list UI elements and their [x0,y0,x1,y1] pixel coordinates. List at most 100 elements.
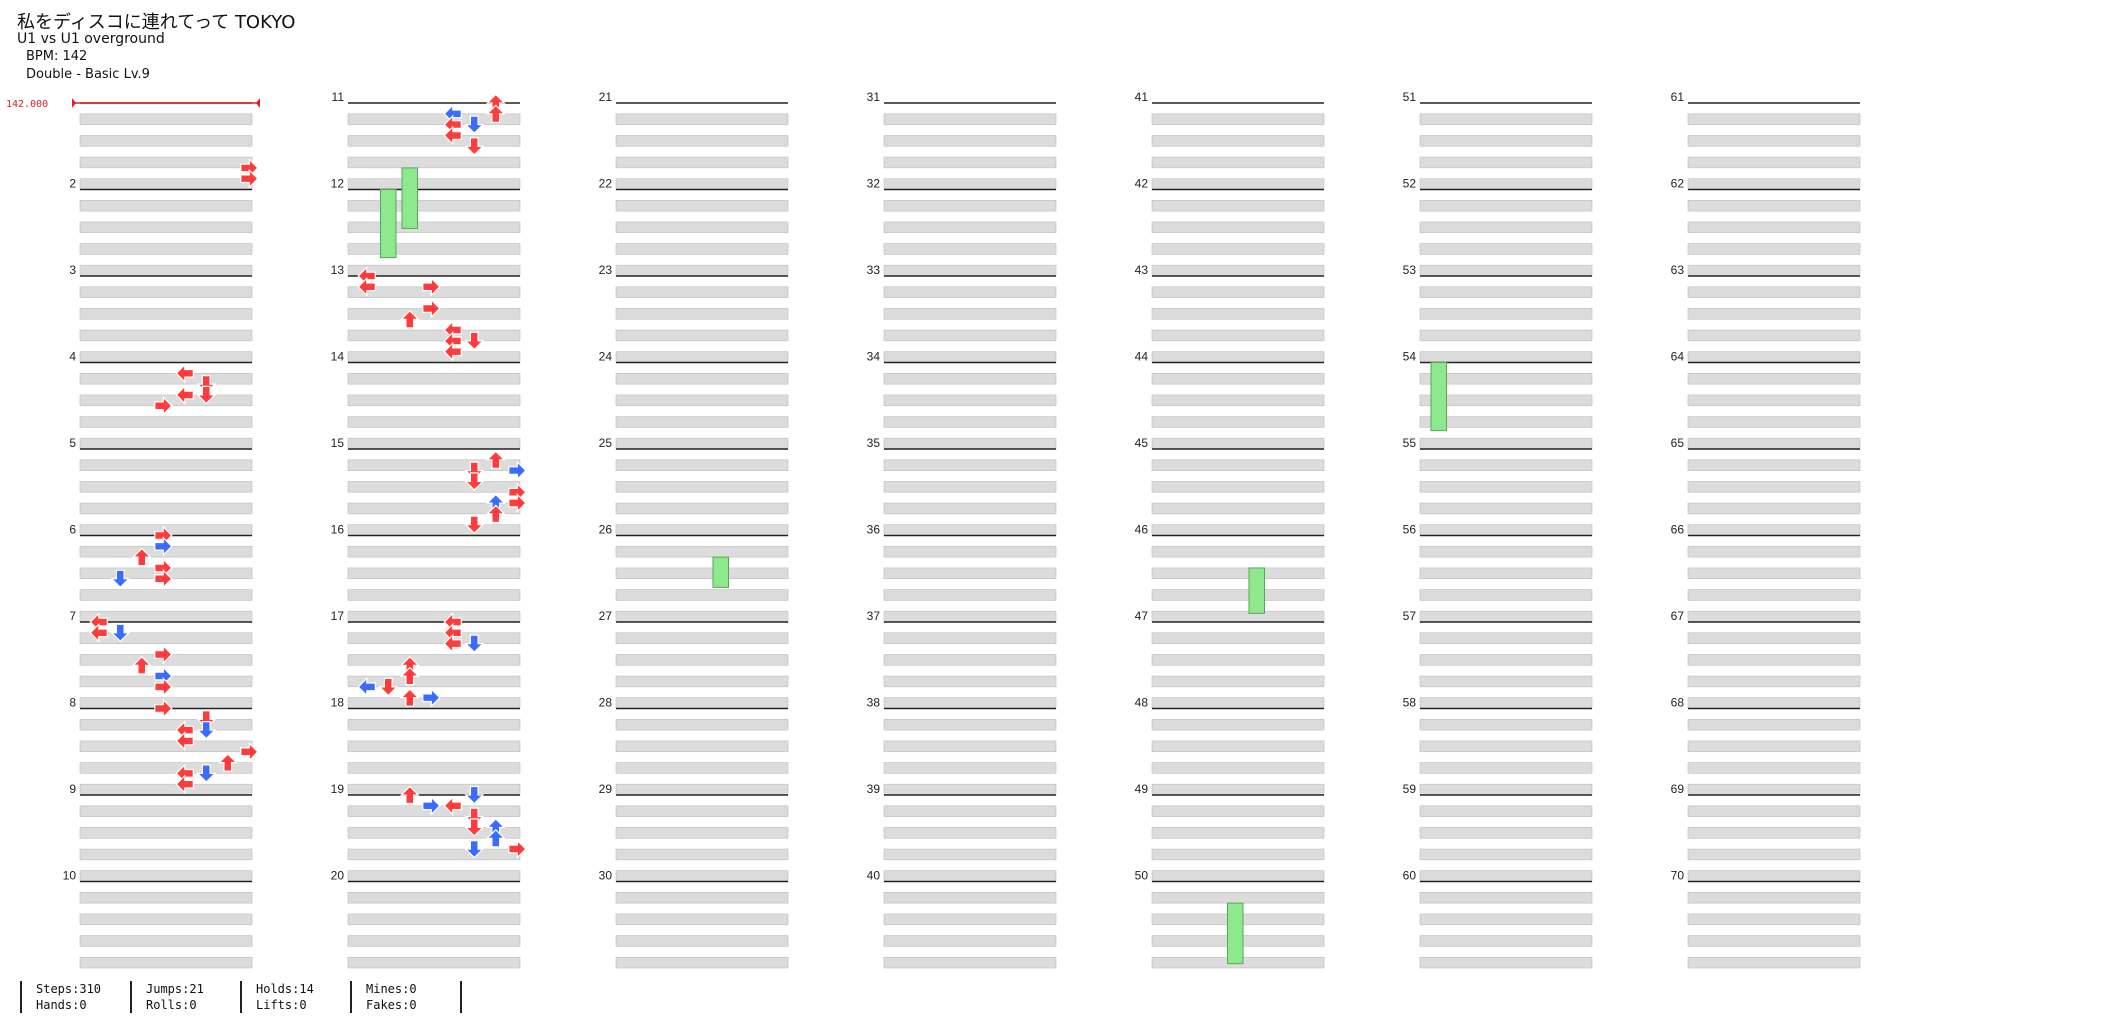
beat-band [1419,935,1593,947]
measure-number: 12 [331,177,345,191]
beat-band [1151,113,1325,125]
beat-band [347,913,521,926]
measure-number: 51 [1403,90,1417,104]
arrow-note [240,168,259,189]
beat-band [347,351,521,363]
beat-band [883,524,1057,536]
beat-band [1151,286,1325,298]
measure-number: 37 [867,609,881,623]
beat-band [615,697,789,709]
beat-band [883,264,1057,277]
beat-band [1151,654,1325,666]
beat-band [1687,567,1861,580]
beat-band [79,459,253,471]
beat-band [1687,762,1861,774]
beat-band [347,935,521,947]
stat-rolls: Rolls:0 [146,998,197,1012]
arrow-note [485,828,506,848]
beat-band [1687,481,1861,493]
beat-band [79,481,253,493]
beat-band [883,892,1057,904]
beat-band [347,870,521,882]
beat-band [615,567,789,580]
beat-band [347,827,521,839]
beat-band [347,848,521,861]
arrow-note [154,536,173,557]
arrow-note [196,764,217,783]
arrow-note [154,698,173,719]
bpm-marker-start [72,98,76,108]
beat-band [1151,610,1325,623]
beat-band [347,567,521,580]
beat-band [615,654,789,666]
measure-number: 69 [1671,782,1685,796]
beat-band [1151,243,1325,255]
measure-number: 41 [1135,90,1149,104]
beat-band [1151,805,1325,817]
measure-number: 2 [69,177,76,191]
stat-jumps: Jumps:21 [146,982,204,996]
beat-band [1687,848,1861,861]
beat-band [615,243,789,255]
beat-band [1151,524,1325,536]
beat-band [347,546,521,558]
beat-band [1687,870,1861,882]
beat-band [1151,589,1325,601]
beat-band [883,459,1057,471]
beat-band [1419,805,1593,817]
difficulty-label: Double - Basic Lv.9 [26,67,150,82]
beat-band [1419,892,1593,904]
beat-band [1419,437,1593,450]
beat-band [1419,956,1593,969]
beat-band [1419,697,1593,709]
beat-band [883,373,1057,385]
song-title: 私をディスコに連れてって TOKYO [17,12,296,33]
beat-band [615,848,789,861]
beat-band [347,135,521,147]
measure-number: 39 [867,782,881,796]
arrow-note [508,839,527,860]
measure-number: 16 [331,523,345,537]
beat-band [1151,719,1325,731]
beat-band [1419,654,1593,666]
beat-band [347,892,521,904]
measure-number: 10 [63,869,77,883]
beat-band [1419,351,1593,363]
beat-band [79,135,253,147]
arrow-note [131,655,152,675]
beat-band [1151,416,1325,428]
bpm-label: BPM: 142 [26,49,88,64]
beat-band [79,351,253,363]
beat-band [347,675,521,688]
arrow-note [464,331,485,351]
measure-number: 60 [1403,869,1417,883]
beat-band [79,848,253,861]
beat-band [615,913,789,926]
beat-band [615,892,789,904]
beat-band [347,178,521,190]
beat-band [1151,697,1325,709]
arrow-note [485,104,506,123]
beat-band [1419,416,1593,428]
beat-band [1151,632,1325,644]
arrow-note [399,666,420,686]
arrow-note [196,385,217,405]
measure-number: 32 [867,177,881,191]
arrow-note [485,504,506,523]
measure-number: 29 [599,782,613,796]
stats-end-divider [460,981,462,1013]
beat-band [615,502,789,515]
beat-band [883,286,1057,298]
beat-band [883,113,1057,125]
beat-band [615,805,789,817]
beat-band [883,956,1057,969]
measure-number: 8 [69,696,76,710]
beat-band [883,156,1057,169]
beat-band [615,827,789,839]
beat-band [1687,827,1861,839]
beat-band [883,135,1057,147]
beat-band [615,481,789,493]
beat-band [1419,827,1593,839]
beat-band [615,394,789,407]
stat-group-jumps: Jumps:21 Rolls:0 [130,981,240,1013]
